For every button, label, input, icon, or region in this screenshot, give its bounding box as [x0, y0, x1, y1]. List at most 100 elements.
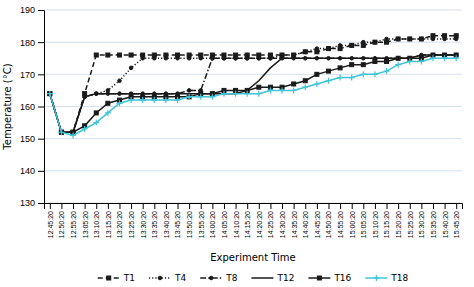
y-tick-mark: [38, 42, 44, 43]
x-axis-line: [45, 204, 463, 210]
x-tick-label: 14:55:20: [337, 211, 344, 238]
point-marker: [245, 56, 249, 60]
x-tick-label: 15:15:20: [383, 211, 390, 238]
x-tick-mark: [224, 203, 225, 209]
point-marker: [373, 40, 377, 44]
x-tick: 14:25:20: [267, 203, 274, 238]
x-tick-mark: [259, 203, 260, 209]
point-marker: [153, 56, 157, 60]
legend-label: T16: [333, 273, 351, 283]
y-tick: 190: [20, 5, 44, 15]
y-axis: 130140150160170180190: [20, 5, 45, 208]
marker-shape: [118, 79, 122, 83]
point-marker: [187, 89, 191, 93]
y-tick-mark: [38, 203, 44, 204]
x-tick-label: 15:35:20: [430, 211, 437, 238]
x-tick-mark: [328, 203, 329, 209]
x-tick: 14:40:20: [302, 203, 309, 238]
x-tick-mark: [421, 203, 422, 209]
point-marker: [338, 44, 342, 48]
x-tick: 15:40:20: [442, 203, 449, 238]
point-marker: [129, 66, 133, 70]
x-tick: 14:10:20: [233, 203, 240, 238]
marker-shape: [418, 58, 424, 64]
point-marker: [222, 56, 226, 60]
x-tick-mark: [445, 203, 446, 209]
marker-shape: [59, 130, 63, 134]
x-tick-mark: [108, 203, 109, 209]
x-tick: 15:20:20: [395, 203, 402, 238]
point-marker: [211, 56, 215, 60]
legend-marker-shape: [209, 276, 213, 280]
point-marker: [48, 92, 52, 96]
marker-shape: [198, 94, 204, 100]
x-tick: 13:45:20: [174, 203, 181, 238]
x-tick-mark: [352, 203, 353, 209]
x-tick-mark: [387, 203, 388, 209]
marker-shape: [325, 78, 331, 84]
marker-shape: [164, 56, 168, 60]
x-tick-mark: [166, 203, 167, 209]
point-marker: [407, 58, 413, 64]
marker-shape: [327, 47, 331, 51]
point-marker: [408, 37, 412, 41]
y-tick-mark: [38, 139, 44, 140]
legend-swatch: [251, 277, 273, 279]
point-marker: [269, 56, 273, 60]
point-marker: [106, 101, 110, 105]
x-tick-mark: [410, 203, 411, 209]
legend-label: T18: [390, 273, 408, 283]
legend-item: T8: [200, 273, 237, 283]
marks: [47, 34, 459, 139]
x-tick-mark: [201, 203, 202, 209]
point-marker: [373, 40, 377, 44]
series-line: [50, 36, 456, 133]
marker-shape: [326, 69, 330, 73]
point-marker: [396, 56, 400, 60]
x-tick-label: 14:30:20: [279, 211, 286, 238]
x-tick-mark: [317, 203, 318, 209]
x-tick-label: 14:25:20: [267, 211, 274, 238]
marker-shape: [199, 56, 203, 60]
marker-shape: [315, 47, 319, 51]
point-marker: [58, 129, 64, 135]
x-tick-label: 12:45:20: [47, 211, 54, 238]
y-tick-mark: [38, 74, 44, 75]
x-tick-mark: [375, 203, 376, 209]
point-marker: [454, 37, 458, 41]
x-tick-label: 12:50:20: [58, 211, 65, 238]
marker-shape: [48, 92, 52, 96]
marker-shape: [106, 101, 110, 105]
point-marker: [163, 97, 169, 103]
legend-marker-shape: [107, 276, 111, 280]
y-tick-mark: [38, 171, 44, 172]
y-tick-label: 150: [20, 134, 35, 144]
x-tick-label: 13:55:20: [198, 211, 205, 238]
grid-line: [44, 42, 462, 43]
marker-shape: [128, 97, 134, 103]
series-line: [50, 58, 456, 135]
marker-shape: [116, 100, 122, 106]
x-tick-label: 15:20:20: [395, 211, 402, 238]
x-tick-label: 13:45:20: [174, 211, 181, 238]
legend-item: T18: [365, 273, 408, 283]
x-tick-label: 13:15:20: [105, 211, 112, 238]
marker-shape: [186, 94, 192, 100]
x-tick: 14:55:20: [337, 203, 344, 238]
x-tick: 13:10:20: [93, 203, 100, 238]
legend-marker-shape: [373, 275, 379, 281]
legend-label: T12: [276, 273, 294, 283]
marker-shape: [385, 37, 389, 41]
x-tick-mark: [85, 203, 86, 209]
x-tick: 15:30:20: [418, 203, 425, 238]
point-marker: [198, 94, 204, 100]
point-marker: [187, 56, 191, 60]
y-tick: 150: [20, 134, 44, 144]
x-tick: 15:25:20: [407, 203, 414, 238]
marker-shape: [454, 37, 458, 41]
marker-shape: [338, 44, 342, 48]
y-tick-label: 190: [20, 5, 35, 15]
grid-line: [44, 106, 462, 107]
marker-shape: [153, 56, 157, 60]
marker-shape: [222, 56, 226, 60]
